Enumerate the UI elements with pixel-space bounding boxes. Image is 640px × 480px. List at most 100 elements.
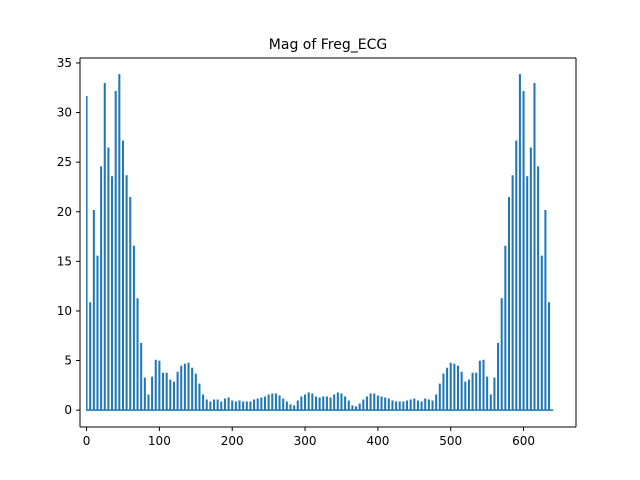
data-point [286, 401, 288, 403]
data-point [333, 394, 335, 396]
data-point [173, 381, 175, 383]
x-tick-label: 400 [366, 434, 389, 448]
x-tick-label: 300 [294, 434, 317, 448]
data-point [391, 400, 394, 402]
data-point [260, 397, 262, 399]
data-point [461, 371, 463, 374]
data-point [504, 245, 506, 248]
data-point [322, 396, 324, 398]
data-point [100, 166, 102, 168]
data-point [133, 245, 135, 248]
data-point [209, 401, 211, 403]
data-point [180, 365, 182, 368]
data-point [235, 401, 237, 403]
data-point [541, 255, 543, 257]
data-point [417, 400, 419, 402]
data-point [402, 401, 404, 403]
data-point [319, 397, 321, 399]
data-point [424, 398, 426, 400]
data-point [275, 393, 277, 395]
data-point [311, 393, 313, 395]
data-point [522, 91, 525, 93]
data-point [355, 406, 357, 408]
data-point [202, 394, 204, 396]
data-point [340, 393, 343, 395]
y-tick-label: 35 [57, 56, 72, 70]
data-point [399, 401, 401, 403]
data-point [227, 397, 230, 399]
data-point [373, 393, 375, 395]
data-point [530, 147, 532, 149]
data-point [85, 96, 88, 98]
data-point [89, 302, 91, 304]
data-point [129, 197, 131, 199]
data-point [184, 363, 186, 366]
data-point [388, 398, 390, 400]
data-point [439, 383, 441, 385]
data-point [457, 365, 459, 368]
series-layer [85, 74, 554, 411]
data-point [519, 74, 521, 76]
data-point [158, 360, 160, 363]
data-point [471, 372, 474, 375]
data-point [326, 396, 328, 398]
data-point [395, 401, 397, 403]
data-point [501, 298, 503, 300]
data-point [136, 298, 139, 300]
data-point [435, 394, 437, 396]
data-point [359, 403, 361, 405]
data-point [231, 400, 233, 402]
data-point [420, 401, 423, 403]
data-point [526, 176, 528, 178]
data-point [268, 394, 270, 396]
data-point [315, 396, 317, 398]
data-point [162, 372, 164, 375]
data-point [282, 398, 284, 400]
data-point [224, 398, 226, 400]
data-point [482, 359, 485, 362]
data-point [464, 381, 466, 383]
data-point [370, 393, 372, 395]
data-point [177, 371, 179, 374]
data-point [257, 398, 259, 400]
data-point [410, 399, 412, 401]
data-point [246, 401, 248, 403]
data-point [151, 376, 153, 378]
x-tick-label: 200 [221, 434, 244, 448]
data-point [300, 396, 303, 398]
data-point [508, 197, 510, 199]
data-point [213, 399, 215, 401]
data-point [337, 392, 339, 394]
data-point [195, 373, 197, 376]
data-point [344, 396, 346, 398]
data-point [490, 394, 492, 396]
data-point [147, 394, 150, 396]
x-tick-label: 500 [439, 434, 462, 448]
data-point [96, 255, 99, 257]
data-point [512, 175, 514, 177]
data-point [104, 83, 106, 85]
data-point [155, 359, 157, 362]
data-point [271, 393, 273, 395]
plot-area [80, 58, 576, 427]
data-point [479, 360, 481, 363]
data-point [548, 302, 550, 304]
data-point [515, 140, 517, 142]
data-point [351, 405, 353, 407]
y-tick-label: 10 [57, 304, 72, 318]
data-point [107, 147, 110, 149]
data-point [187, 362, 190, 365]
data-point [497, 343, 499, 345]
data-point [220, 401, 222, 403]
data-point [533, 83, 536, 85]
y-tick-label: 0 [64, 403, 72, 417]
data-point [442, 373, 445, 376]
data-point [475, 372, 477, 375]
data-point [348, 400, 350, 402]
data-point [446, 367, 448, 370]
x-tick-label: 0 [83, 434, 91, 448]
data-point [111, 176, 113, 178]
data-point [362, 399, 364, 401]
